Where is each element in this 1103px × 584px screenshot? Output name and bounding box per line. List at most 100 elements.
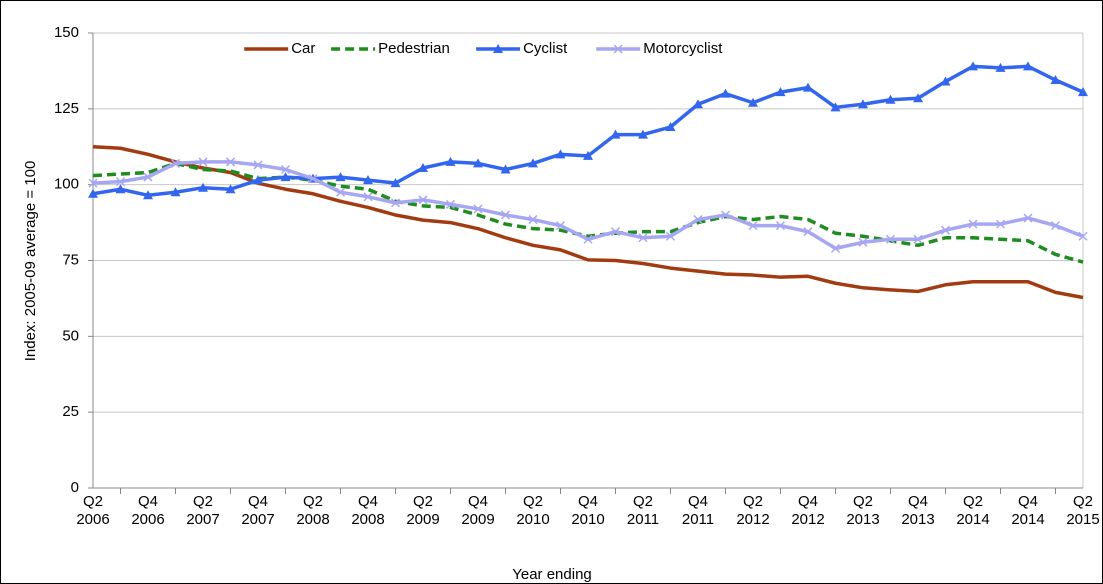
marker: [610, 129, 621, 139]
legend-marker: [493, 44, 504, 53]
legend-label: Cyclist: [523, 40, 568, 57]
series-line: [92, 145, 1084, 300]
x-tick-label: Q2 2013: [846, 493, 880, 528]
legend-item: Pedestrian: [331, 40, 450, 57]
x-tick-label: Q4 2013: [901, 493, 935, 528]
x-tick-label: Q2 2006: [76, 493, 110, 528]
marker: [500, 210, 511, 220]
x-tick-label: Q4 2006: [131, 493, 165, 528]
marker: [555, 221, 566, 231]
marker: [528, 215, 538, 225]
x-tick-label: Q2 2011: [626, 493, 660, 528]
x-tick-label: Q2 2009: [406, 493, 440, 528]
marker: [473, 158, 483, 168]
x-tick-label: Q4 2009: [461, 493, 495, 528]
marker: [335, 172, 346, 182]
marker: [418, 162, 428, 172]
marker: [198, 182, 208, 192]
marker: [335, 187, 346, 197]
marker: [528, 158, 538, 168]
marker: [830, 102, 841, 112]
x-tick-label: Q2 2007: [186, 493, 220, 528]
x-tick-label: Q2 2008: [296, 493, 330, 528]
marker: [225, 184, 236, 194]
x-tick-label: Q4 2011: [681, 493, 715, 528]
marker: [308, 174, 318, 184]
x-tick-label: Q2 2014: [956, 493, 990, 528]
marker: [473, 204, 483, 214]
marker: [830, 243, 841, 253]
y-tick-label: 25: [62, 403, 79, 420]
marker: [1023, 61, 1033, 71]
marker: [803, 227, 813, 237]
marker: [280, 164, 291, 175]
y-tick-label: 150: [54, 24, 79, 41]
marker: [500, 164, 511, 174]
marker: [1078, 87, 1088, 97]
marker: [363, 175, 373, 185]
y-axis-title: Index: 2005-09 average = 100: [22, 161, 39, 362]
marker: [748, 221, 758, 231]
marker: [748, 97, 758, 107]
marker: [720, 210, 731, 220]
marker: [170, 187, 181, 197]
marker: [253, 160, 263, 170]
marker: [665, 122, 676, 132]
marker: [363, 192, 373, 202]
marker: [88, 178, 98, 188]
marker: [693, 215, 703, 225]
marker: [253, 175, 263, 185]
marker: [858, 237, 868, 247]
marker: [720, 88, 731, 98]
marker: [445, 156, 456, 166]
legend-item: Car: [244, 40, 315, 57]
marker: [665, 231, 676, 241]
legend-marker: [613, 44, 623, 54]
legend-label: Car: [291, 40, 315, 57]
x-tick-label: Q4 2012: [791, 493, 825, 528]
marker: [198, 157, 208, 167]
legend-label: Motorcyclist: [643, 40, 723, 57]
legend-label: Pedestrian: [378, 40, 450, 57]
marker: [418, 195, 428, 205]
x-tick-label: Q2 2010: [516, 493, 550, 528]
y-tick-label: 0: [71, 479, 79, 496]
marker: [995, 219, 1006, 229]
marker: [885, 94, 896, 104]
marker: [143, 172, 153, 182]
marker: [1023, 213, 1033, 223]
marker: [583, 150, 593, 160]
marker: [170, 158, 181, 168]
marker: [940, 225, 951, 235]
marker: [280, 172, 291, 182]
marker: [968, 219, 978, 229]
marker: [775, 221, 786, 231]
x-tick-label: Q4 2008: [351, 493, 385, 528]
marker: [610, 227, 621, 237]
marker: [968, 61, 978, 71]
marker: [638, 233, 648, 243]
marker: [143, 190, 153, 200]
marker: [115, 184, 126, 194]
x-tick-label: Q4 2014: [1011, 493, 1045, 528]
x-tick-label: Q2 2015: [1066, 493, 1100, 528]
marker: [555, 149, 566, 159]
legend-item: Motorcyclist: [596, 40, 723, 57]
marker: [885, 234, 896, 244]
marker: [1050, 221, 1061, 231]
marker: [858, 99, 868, 109]
marker: [88, 188, 98, 198]
marker: [115, 177, 126, 187]
x-axis-title: Year ending: [512, 566, 592, 583]
marker: [940, 76, 951, 86]
y-tick-label: 125: [54, 100, 79, 117]
x-tick-label: Q4 2007: [241, 493, 275, 528]
y-tick-label: 75: [62, 251, 79, 268]
marker: [583, 234, 593, 244]
marker: [390, 198, 401, 208]
marker: [775, 87, 786, 97]
marker: [390, 178, 401, 188]
y-tick-label: 50: [62, 327, 79, 344]
